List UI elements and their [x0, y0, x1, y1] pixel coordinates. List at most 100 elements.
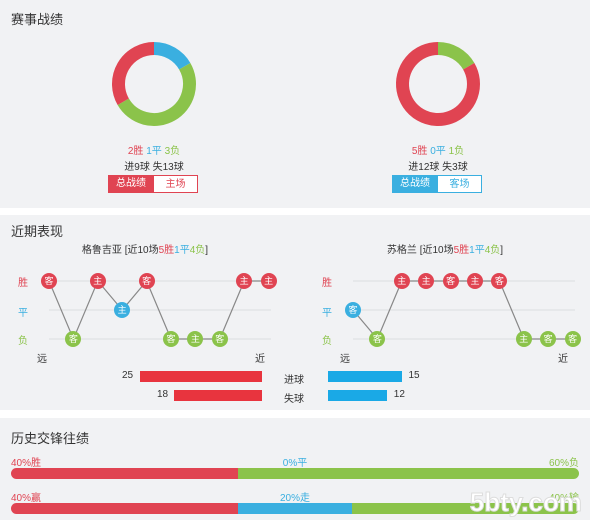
right-wins: 5胜: [411, 146, 428, 157]
conceded-label: 失球: [284, 394, 304, 405]
left-form-losses: 4负: [189, 245, 206, 256]
right-team-summary: 苏格兰 [近10场5胜1平4负]: [300, 241, 590, 256]
right-axis-far: 远: [340, 354, 350, 365]
right-conceded-value: 12: [393, 389, 405, 400]
left-record-counts: 2胜 1平 3负: [0, 142, 308, 157]
right-axis-loss: 负: [322, 336, 332, 347]
left-total-record-button[interactable]: 总战绩: [108, 175, 154, 193]
right-form-chart: [352, 280, 575, 341]
left-result-marker: 客: [163, 331, 179, 347]
record-panel: 赛事战绩 2胜 1平 3负 进9球 失13球 总战绩 主场 5胜 0平 1负 进…: [0, 0, 590, 208]
right-summary-close: ]: [500, 245, 504, 256]
left-result-marker: 主: [187, 331, 204, 347]
right-form-line: [352, 280, 573, 341]
right-record-counts: 5胜 0平 1负: [284, 142, 590, 157]
left-result-marker: 主: [236, 273, 253, 289]
left-conceded: 失13球: [152, 162, 184, 173]
right-result-marker: 主: [515, 331, 532, 347]
right-goal-stats: 进12球 失3球: [284, 158, 590, 173]
left-home-button[interactable]: 主场: [153, 175, 198, 193]
right-form-wins: 5胜: [453, 245, 470, 256]
right-axis-near: 近: [558, 354, 568, 365]
left-conceded-value: 18: [157, 389, 169, 400]
left-draws: 1平: [146, 146, 162, 157]
right-result-marker: 客: [345, 302, 361, 318]
right-summary-prefix: [近10场: [419, 245, 454, 256]
section-title: 赛事战绩: [11, 12, 64, 27]
right-goals: 进12球: [408, 162, 440, 173]
right-conceded-bar: [328, 390, 387, 401]
handicap-push-label: 20%走: [279, 493, 310, 504]
left-axis-draw: 平: [18, 308, 28, 319]
left-axis-far: 远: [37, 354, 47, 365]
left-goals: 进9球: [124, 162, 150, 173]
left-result-marker: 主: [89, 273, 106, 289]
left-axis-win: 胜: [18, 278, 28, 289]
right-record-donut: [396, 42, 480, 126]
left-axis-near: 近: [255, 354, 265, 365]
left-result-marker: 主: [260, 273, 277, 289]
head-to-head-panel: 历史交锋往绩 40%胜 0%平 60%负 40%赢 20%走 40%输 5bty…: [0, 418, 590, 520]
right-away-button[interactable]: 客场: [437, 175, 482, 193]
left-form-draws: 1平: [174, 245, 190, 256]
right-team-name: 苏格兰: [386, 245, 417, 256]
h2h-win-label: 40%胜: [11, 458, 42, 469]
h2h-loss-label: 60%负: [548, 458, 579, 469]
section-title: 近期表现: [11, 224, 64, 239]
left-axis-loss: 负: [18, 336, 28, 347]
right-result-marker: 客: [564, 331, 581, 347]
left-summary-prefix: [近10场: [124, 245, 159, 256]
left-result-marker: 主: [114, 302, 131, 318]
left-loss-slice: [117, 63, 196, 126]
right-win-slice: [396, 42, 480, 126]
left-conceded-bar: [173, 390, 262, 401]
right-result-marker: 客: [442, 273, 459, 289]
left-team-summary: 格鲁吉亚 [近10场5胜1平4负]: [0, 241, 290, 256]
watermark: 5bty.com: [469, 487, 582, 518]
right-form-draws: 1平: [469, 245, 485, 256]
right-goals-value: 15: [408, 370, 420, 381]
left-team-name: 格鲁吉亚: [81, 245, 122, 256]
right-result-marker: 客: [540, 331, 557, 347]
recent-form-panel: 近期表现 格鲁吉亚 [近10场5胜1平4负] 苏格兰 [近10场5胜1平4负] …: [0, 215, 590, 410]
left-losses: 3负: [164, 146, 181, 157]
right-result-marker: 主: [393, 273, 410, 289]
h2h-draw-label: 0%平: [282, 458, 308, 469]
right-axis-win: 胜: [322, 278, 332, 289]
left-goals-bar: [139, 371, 262, 382]
left-goals-value: 25: [122, 370, 134, 381]
right-result-marker: 主: [467, 273, 483, 289]
right-result-marker: 客: [369, 331, 386, 347]
goals-label: 进球: [284, 375, 304, 386]
right-axis-draw: 平: [322, 308, 332, 319]
left-form-line: [48, 279, 269, 341]
left-wins: 2胜: [127, 146, 144, 157]
row2-draw-segment: [238, 503, 352, 514]
section-title: 历史交锋往绩: [11, 431, 90, 446]
right-conceded: 失3球: [442, 162, 468, 173]
row2-win-segment: [11, 503, 239, 514]
left-goal-stats: 进9球 失13球: [0, 158, 308, 173]
handicap-loss-label: 40%输: [548, 493, 579, 504]
row2-loss-segment: [351, 503, 579, 514]
left-win-slice: [112, 42, 155, 105]
left-form-wins: 5胜: [158, 245, 175, 256]
right-form-losses: 4负: [484, 245, 501, 256]
left-result-marker: 客: [138, 273, 155, 289]
left-result-marker: 客: [41, 273, 57, 289]
left-result-marker: 客: [211, 331, 228, 347]
handicap-win-label: 40%赢: [11, 493, 42, 504]
right-goals-bar: [328, 371, 402, 382]
row1-win-segment: [11, 468, 239, 479]
row1-loss-segment: [238, 468, 579, 479]
right-losses: 1负: [448, 146, 465, 157]
left-draw-slice: [153, 42, 191, 70]
right-draws: 0平: [430, 146, 446, 157]
left-result-marker: 客: [65, 331, 82, 347]
left-summary-close: ]: [205, 245, 209, 256]
right-result-marker: 主: [418, 273, 435, 289]
left-record-donut: [112, 42, 196, 126]
right-result-marker: 客: [491, 273, 508, 289]
right-total-record-button[interactable]: 总战绩: [392, 175, 438, 193]
left-form-chart: [48, 279, 271, 341]
